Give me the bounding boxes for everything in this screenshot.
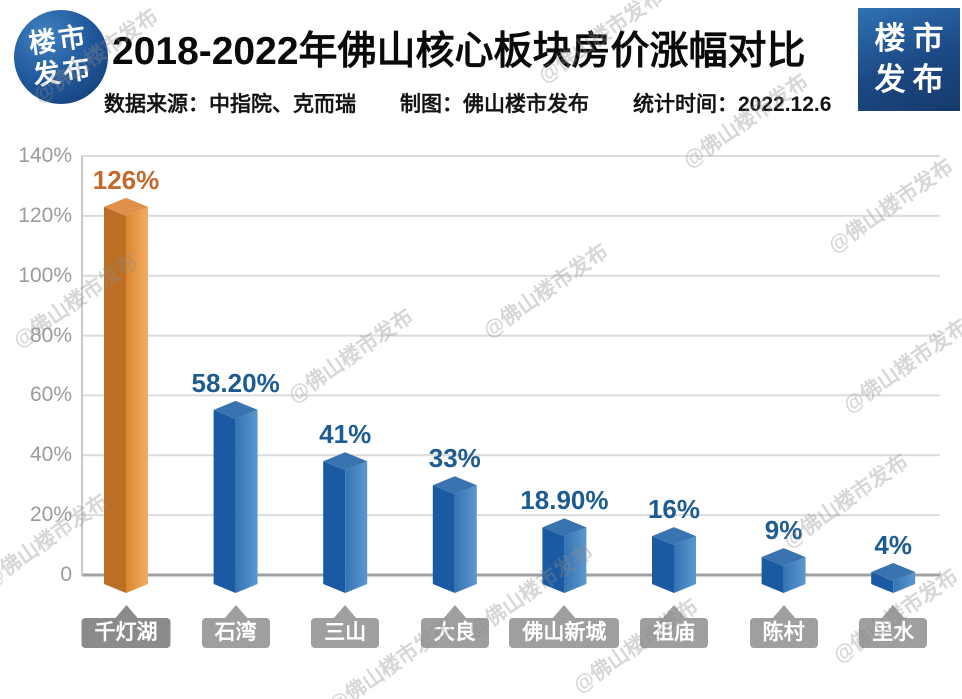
left-logo: 楼市 发布 xyxy=(14,10,108,104)
data-source-label: 数据来源：中指院、克而瑞 xyxy=(104,93,356,116)
y-tick-label: 100% xyxy=(18,263,72,287)
bar-top-face xyxy=(323,452,368,471)
right-logo-line1: 楼市 xyxy=(874,20,951,56)
value-label: 58.20% xyxy=(191,367,280,398)
category-box: 里水 xyxy=(859,618,928,648)
category-box: 陈村 xyxy=(749,618,818,648)
bar-group-0 xyxy=(104,197,148,593)
chart-maker-label: 制图：佛山楼市发布 xyxy=(400,93,589,116)
value-label: 126% xyxy=(92,164,160,195)
bar-top-face xyxy=(213,400,258,419)
bar-group-7 xyxy=(871,563,916,593)
bar-left-face xyxy=(323,461,346,593)
category-pointer xyxy=(114,605,138,619)
right-logo: 楼市 发布 xyxy=(858,8,960,111)
category-label: 陈村 xyxy=(749,605,818,648)
bar-right-face xyxy=(235,409,258,593)
bar-right-face xyxy=(783,557,806,593)
bar-right-face xyxy=(674,536,696,593)
bar-group-2 xyxy=(323,452,368,593)
subtitle: 数据来源：中指院、克而瑞 制图：佛山楼市发布 统计时间：2022.12.6 xyxy=(104,88,831,118)
bar-right-face xyxy=(564,527,587,593)
y-tick-label: 140% xyxy=(18,144,72,167)
bar-top-face xyxy=(104,197,148,216)
y-tick-label: 0 xyxy=(60,563,72,586)
category-box: 佛山新城 xyxy=(509,618,620,648)
bar-top-face xyxy=(542,518,587,537)
left-logo-line2: 发布 xyxy=(31,52,95,91)
bar-left-face xyxy=(542,527,565,593)
category-pointer xyxy=(223,605,248,619)
y-tick-label: 60% xyxy=(29,383,72,407)
left-logo-text: 楼市 发布 xyxy=(27,21,95,92)
bar-group-6 xyxy=(761,548,806,593)
right-logo-text: 楼市 发布 xyxy=(868,19,951,101)
bar-left-face xyxy=(213,409,236,593)
value-label: 41% xyxy=(319,419,372,450)
bar-left-face xyxy=(871,572,894,593)
value-label: 9% xyxy=(764,515,803,546)
bar-left-face xyxy=(652,536,674,593)
category-pointer xyxy=(881,605,906,619)
category-label: 佛山新城 xyxy=(509,605,620,648)
category-label: 石湾 xyxy=(201,605,270,648)
category-box: 祖庙 xyxy=(640,618,708,648)
category-box: 石湾 xyxy=(201,618,270,648)
right-logo-line2: 发布 xyxy=(874,61,951,97)
bar-right-face xyxy=(126,206,148,593)
category-pointer xyxy=(662,605,686,619)
category-box: 千灯湖 xyxy=(81,618,171,648)
category-label: 大良 xyxy=(420,605,489,648)
bar-top-face xyxy=(432,476,477,495)
category-pointer xyxy=(771,605,796,619)
value-label: 16% xyxy=(647,494,701,525)
y-tick-label: 80% xyxy=(29,323,72,347)
category-pointer xyxy=(442,605,467,619)
bar-group-3 xyxy=(432,476,477,593)
bar-top-face xyxy=(652,527,696,546)
category-pointer xyxy=(552,605,577,619)
bar-right-face xyxy=(345,461,368,593)
category-label: 祖庙 xyxy=(640,605,708,648)
category-label: 千灯湖 xyxy=(81,605,171,648)
bar-group-5 xyxy=(652,527,696,593)
category-label: 三山 xyxy=(311,605,380,648)
bar-top-face xyxy=(871,563,916,582)
y-tick-label: 120% xyxy=(18,203,72,227)
bar-right-face xyxy=(893,572,916,593)
value-label: 4% xyxy=(874,530,912,561)
bar-right-face xyxy=(454,485,477,593)
bar-left-face xyxy=(432,485,455,593)
bar-left-face xyxy=(104,206,126,593)
value-label: 33% xyxy=(428,443,481,474)
bar-group-4 xyxy=(542,518,587,593)
y-tick-label: 40% xyxy=(29,443,72,467)
stat-time-label: 统计时间：2022.12.6 xyxy=(633,93,832,116)
bar-top-face xyxy=(761,548,806,567)
value-label: 18.90% xyxy=(520,485,609,516)
page-title: 2018-2022年佛山核心板块房价涨幅对比 xyxy=(112,30,806,73)
category-box: 三山 xyxy=(311,618,380,648)
category-box: 大良 xyxy=(420,618,489,648)
category-label: 里水 xyxy=(859,605,928,648)
category-pointer xyxy=(333,605,358,619)
bar-group-1 xyxy=(213,400,258,593)
y-tick-label: 20% xyxy=(29,503,72,527)
bar-left-face xyxy=(761,557,784,593)
